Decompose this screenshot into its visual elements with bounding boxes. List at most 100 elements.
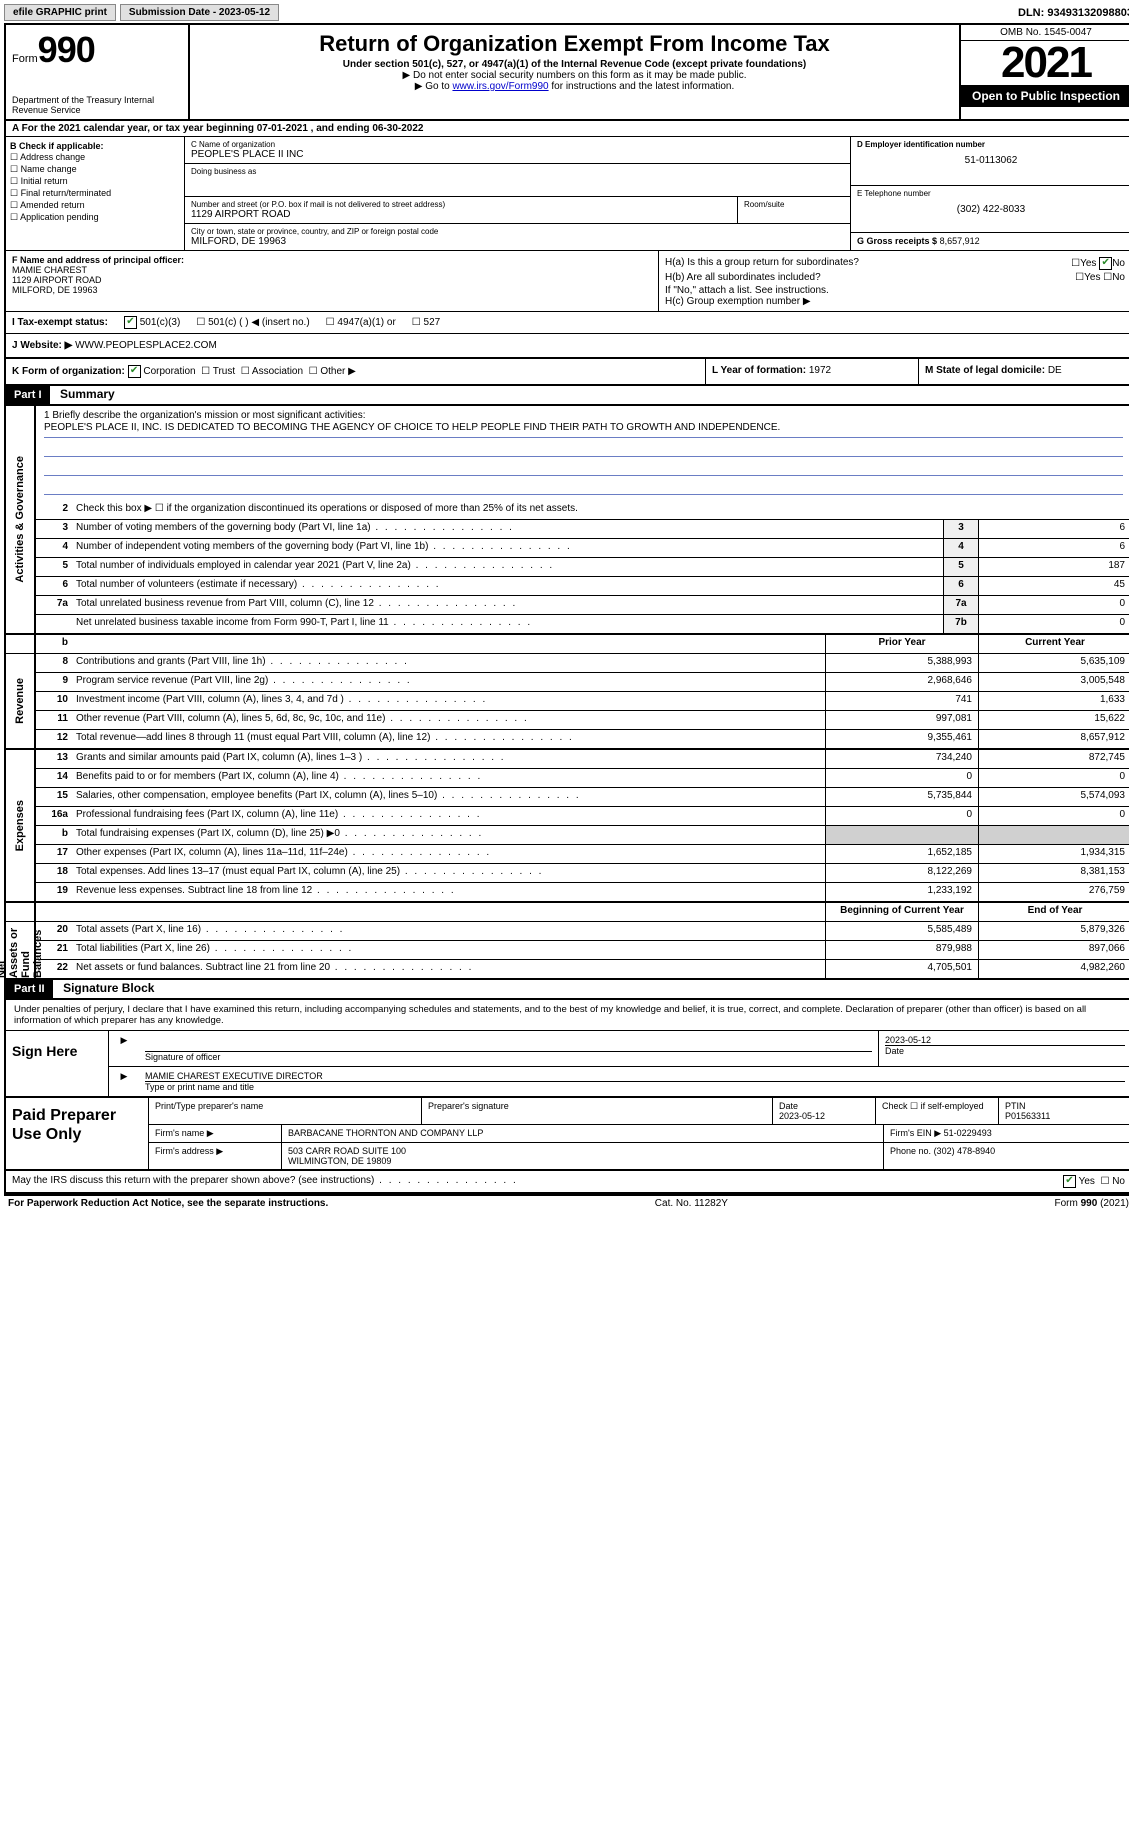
- city-val: MILFORD, DE 19963: [191, 236, 844, 247]
- prior-val: 0: [825, 807, 978, 825]
- irs-link[interactable]: www.irs.gov/Form990: [452, 81, 548, 92]
- data-line: 22 Net assets or fund balances. Subtract…: [36, 960, 1129, 978]
- hdr-num: b: [36, 635, 72, 653]
- firm-ein-lbl: Firm's EIN ▶: [890, 1128, 941, 1138]
- j-lbl: J Website: ▶: [12, 340, 72, 351]
- line-num: 19: [36, 883, 72, 901]
- officer-addr2: MILFORD, DE 19963: [12, 285, 98, 295]
- part1-title: Summary: [52, 387, 115, 401]
- section-b: B Check if applicable: ☐ Address change …: [6, 137, 185, 250]
- firm-ein: 51-0229493: [944, 1128, 992, 1138]
- submission-button[interactable]: Submission Date - 2023-05-12: [120, 4, 279, 21]
- chk-name[interactable]: ☐ Name change: [10, 164, 180, 175]
- gov-body: 1 Briefly describe the organization's mi…: [36, 406, 1129, 633]
- opt-other: Other ▶: [320, 366, 355, 377]
- mission-blank2: [44, 459, 1123, 476]
- current-val: 872,745: [978, 750, 1129, 768]
- current-val: 5,879,326: [978, 922, 1129, 940]
- line-desc: Salaries, other compensation, employee b…: [72, 788, 825, 806]
- line-desc: Number of voting members of the governin…: [72, 520, 943, 538]
- line-box: 4: [943, 539, 978, 557]
- chk-corp[interactable]: [128, 365, 141, 378]
- prep-self: Check ☐ if self-employed: [876, 1098, 999, 1124]
- line-num: 7a: [36, 596, 72, 614]
- opt-amended: Amended return: [20, 200, 85, 210]
- discuss-no: No: [1112, 1176, 1125, 1187]
- chk-final[interactable]: ☐ Final return/terminated: [10, 188, 180, 199]
- section-c: C Name of organization PEOPLE'S PLACE II…: [185, 137, 850, 250]
- current-hdr: Current Year: [978, 635, 1129, 653]
- opt-527: 527: [424, 317, 441, 328]
- chk-pending[interactable]: ☐ Application pending: [10, 212, 180, 223]
- line-num: 18: [36, 864, 72, 882]
- prior-val: 734,240: [825, 750, 978, 768]
- data-line: 13 Grants and similar amounts paid (Part…: [36, 750, 1129, 769]
- prep-date: 2023-05-12: [779, 1111, 825, 1121]
- opt-501c: 501(c) ( ) ◀ (insert no.): [208, 317, 310, 328]
- ein-val: 51-0113062: [857, 155, 1125, 166]
- chk-address[interactable]: ☐ Address change: [10, 152, 180, 163]
- hc-lbl: H(c) Group exemption number ▶: [665, 296, 1125, 307]
- line-num: 4: [36, 539, 72, 557]
- data-line: 17 Other expenses (Part IX, column (A), …: [36, 845, 1129, 864]
- prep-name-lbl: Print/Type preparer's name: [149, 1098, 422, 1124]
- arrow2: ▶: [109, 1067, 139, 1096]
- sig-name: MAMIE CHAREST EXECUTIVE DIRECTOR: [145, 1071, 1125, 1081]
- current-val: 0: [978, 807, 1129, 825]
- page-footer: For Paperwork Reduction Act Notice, see …: [4, 1196, 1129, 1211]
- prior-val: 1,652,185: [825, 845, 978, 863]
- gov-line: 3 Number of voting members of the govern…: [36, 520, 1129, 539]
- chk-amended[interactable]: ☐ Amended return: [10, 200, 180, 211]
- data-line: 18 Total expenses. Add lines 13–17 (must…: [36, 864, 1129, 883]
- form-container: Form990 Department of the Treasury Inter…: [4, 23, 1129, 1196]
- firm-phone-lbl: Phone no.: [890, 1146, 931, 1156]
- gov-line: 5 Total number of individuals employed i…: [36, 558, 1129, 577]
- line-val: 0: [978, 596, 1129, 614]
- chk-initial[interactable]: ☐ Initial return: [10, 176, 180, 187]
- prep-right: Print/Type preparer's name Preparer's si…: [149, 1098, 1129, 1169]
- line-num: 16a: [36, 807, 72, 825]
- gov-line: Net unrelated business taxable income fr…: [36, 615, 1129, 633]
- prior-val: 997,081: [825, 711, 978, 729]
- efile-button[interactable]: efile GRAPHIC print: [4, 4, 116, 21]
- line-num: [36, 615, 72, 633]
- data-line: 21 Total liabilities (Part X, line 26) 8…: [36, 941, 1129, 960]
- prior-val: 0: [825, 769, 978, 787]
- ha-yes: Yes: [1080, 258, 1096, 269]
- ha-no-chk[interactable]: [1099, 257, 1112, 270]
- chk-501c3[interactable]: [124, 316, 137, 329]
- side-rev: Revenue: [6, 654, 36, 748]
- ha-no: No: [1112, 258, 1125, 269]
- line-num: 13: [36, 750, 72, 768]
- current-val: 0: [978, 769, 1129, 787]
- line-desc: Program service revenue (Part VIII, line…: [72, 673, 825, 691]
- side-blank: [6, 635, 36, 653]
- side-net: Net Assets or Fund Balances: [6, 922, 36, 978]
- section-h: H(a) Is this a group return for subordin…: [659, 251, 1129, 311]
- l-cell: L Year of formation: 1972: [705, 359, 918, 384]
- expenses-section: Expenses 13 Grants and similar amounts p…: [6, 750, 1129, 903]
- prior-val: [825, 826, 978, 844]
- note2-pre: ▶ Go to: [415, 81, 453, 92]
- line-desc: Revenue less expenses. Subtract line 18 …: [72, 883, 825, 901]
- k-row: K Form of organization: Corporation ☐ Tr…: [6, 359, 1129, 386]
- side-exp: Expenses: [6, 750, 36, 901]
- header-right: OMB No. 1545-0047 2021 Open to Public In…: [959, 25, 1129, 119]
- line-desc: Contributions and grants (Part VIII, lin…: [72, 654, 825, 672]
- header-left: Form990 Department of the Treasury Inter…: [6, 25, 190, 119]
- line2: 2 Check this box ▶ ☐ if the organization…: [36, 501, 1129, 520]
- opt-initial: Initial return: [21, 176, 68, 186]
- preparer-block: Paid Preparer Use Only Print/Type prepar…: [6, 1098, 1129, 1171]
- sig-name-lbl: Type or print name and title: [145, 1081, 1125, 1092]
- prep-date-lbl: Date: [779, 1101, 798, 1111]
- discuss-yes-chk[interactable]: [1063, 1175, 1076, 1188]
- opt-pending: Application pending: [20, 212, 99, 222]
- line-box: 7b: [943, 615, 978, 633]
- m-lbl: M State of legal domicile:: [925, 365, 1045, 376]
- l-val: 1972: [809, 365, 831, 376]
- prep-ptin-cell: PTINP01563311: [999, 1098, 1129, 1124]
- side-net-blank: [6, 903, 36, 921]
- ha-lbl: H(a) Is this a group return for subordin…: [665, 257, 859, 270]
- section-d: D Employer identification number 51-0113…: [850, 137, 1129, 250]
- prior-hdr: Prior Year: [825, 635, 978, 653]
